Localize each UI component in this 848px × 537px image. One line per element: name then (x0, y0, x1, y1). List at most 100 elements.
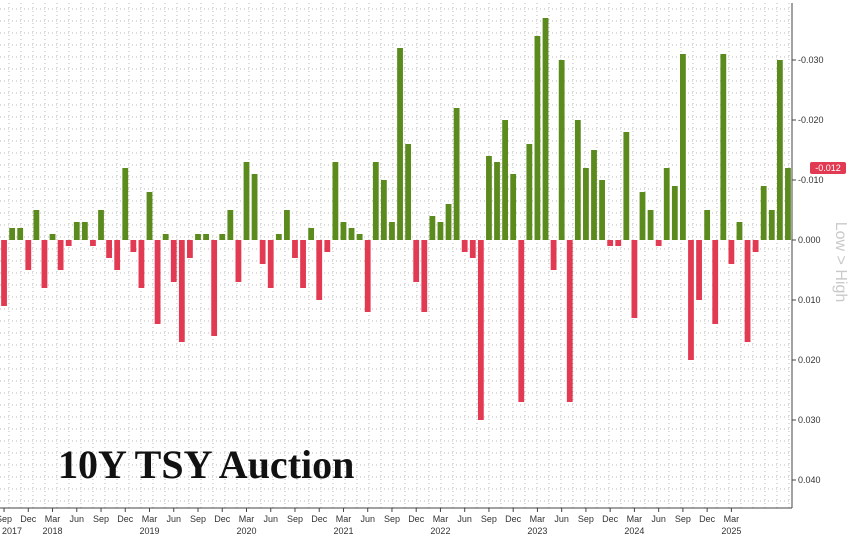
x-tick-label: Mar (142, 514, 158, 524)
y-tick-label: -0.020 (798, 115, 824, 125)
last-value-badge-bg (810, 162, 846, 174)
x-tick-label: Sep (578, 514, 594, 524)
x-axis: Sep Dec Mar Jun Sep Dec Mar Jun Sep Dec Mar Jun Sep D… (0, 507, 792, 536)
x-tick-label: Sep (93, 514, 109, 524)
bar (655, 240, 662, 246)
bar (712, 240, 719, 324)
bar (510, 174, 517, 240)
bar (187, 240, 193, 258)
bar (558, 60, 565, 240)
bar (380, 180, 387, 240)
x-tick-label: Sep (675, 514, 691, 524)
bar (98, 210, 104, 240)
bar (421, 240, 428, 312)
bar (623, 132, 630, 240)
x-tick-label: Mar (627, 514, 643, 524)
bar (542, 18, 549, 240)
bar (146, 192, 153, 240)
bar (768, 210, 775, 240)
y-tick-label: 0.010 (798, 295, 821, 305)
y-tick-label: -0.010 (798, 175, 824, 185)
bar (49, 234, 56, 240)
x-tick-label: Jun (70, 514, 85, 524)
x-tick-label: Jun (360, 514, 375, 524)
bar (33, 210, 40, 240)
bar (639, 192, 646, 240)
bar (429, 216, 436, 240)
x-tick-label: Mar (724, 514, 740, 524)
bar (122, 168, 129, 240)
bar (154, 240, 161, 324)
bar (494, 162, 500, 240)
x-tick-label: Jun (554, 514, 569, 524)
x-year-label: 2024 (624, 526, 644, 536)
bar (162, 234, 169, 240)
bar (526, 144, 533, 240)
x-tick-label: Dec (311, 514, 328, 524)
bar (461, 240, 468, 252)
bar (138, 240, 145, 288)
bar (41, 240, 48, 288)
x-year-label: 2021 (333, 526, 353, 536)
bar (332, 162, 339, 240)
bar (340, 222, 347, 240)
x-year-label: 2022 (430, 526, 450, 536)
bar (696, 240, 702, 300)
y-tick-label: -0.030 (798, 55, 824, 65)
bar (631, 240, 638, 318)
x-tick-label: Sep (0, 514, 12, 524)
bar (9, 228, 16, 240)
bar (211, 240, 218, 336)
bar (275, 234, 282, 240)
bar (574, 120, 581, 240)
bar (130, 240, 137, 252)
bar (308, 228, 315, 240)
bar (316, 240, 323, 300)
bar (17, 228, 24, 240)
bar (566, 240, 573, 402)
x-tick-label: Dec (602, 514, 619, 524)
bar (364, 240, 371, 312)
bar (477, 240, 484, 420)
bar (259, 240, 266, 264)
bar (389, 222, 395, 240)
bar (591, 150, 597, 240)
bar (534, 36, 541, 240)
x-tick-label: Sep (190, 514, 206, 524)
x-tick-label: Sep (481, 514, 497, 524)
x-tick-label: Dec (408, 514, 425, 524)
side-label: Low > High (832, 222, 848, 303)
bar (284, 210, 290, 240)
grid (0, 3, 792, 508)
x-tick-label: Mar (336, 514, 352, 524)
y-tick-label: 0.030 (798, 415, 821, 425)
bar (453, 108, 460, 240)
bar (583, 168, 589, 240)
bar (744, 240, 751, 342)
bar (704, 210, 711, 240)
x-year-label: 2018 (43, 526, 63, 536)
last-value-label: -0.012 (815, 163, 841, 173)
bar (413, 240, 420, 282)
x-tick-label: Jun (166, 514, 181, 524)
bar (90, 240, 96, 246)
bar (663, 168, 670, 240)
bar (65, 240, 72, 246)
x-tick-label: Sep (384, 514, 400, 524)
bar (397, 48, 403, 240)
x-tick-label: Mar (433, 514, 449, 524)
bar (195, 234, 201, 240)
bar (372, 162, 379, 240)
bar (785, 168, 791, 240)
bar (405, 144, 412, 240)
bar (227, 210, 234, 240)
bar (203, 234, 209, 240)
x-year-label: 2023 (527, 526, 547, 536)
bar (486, 156, 492, 240)
bar (728, 240, 735, 264)
bar (178, 240, 185, 342)
bar (73, 222, 80, 240)
bar (647, 210, 654, 240)
bar (445, 204, 452, 240)
